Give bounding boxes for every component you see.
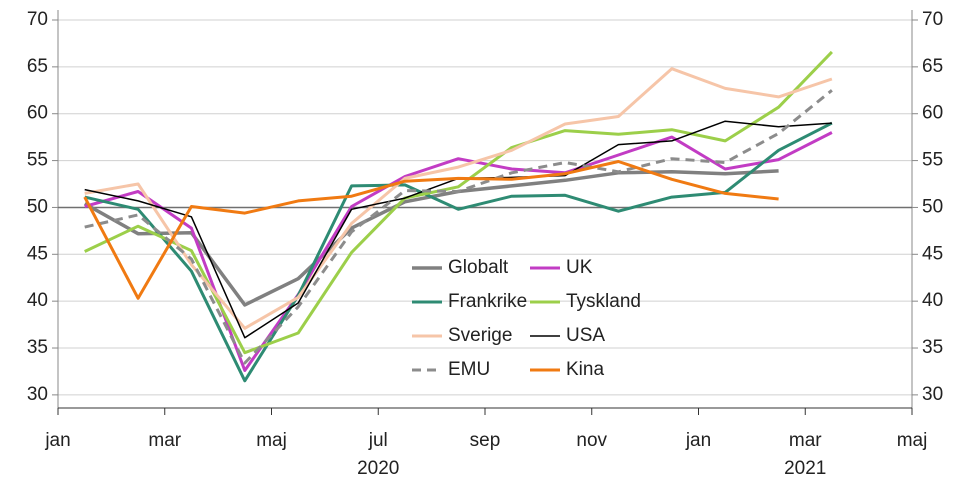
series-line xyxy=(84,67,833,330)
y2-tick-label: 50 xyxy=(922,196,943,217)
y2-tick-label: 60 xyxy=(922,103,943,124)
y2-tick-label: 30 xyxy=(922,384,943,405)
legend-label: Frankrike xyxy=(448,291,527,312)
x-tick-label: nov xyxy=(576,430,607,451)
legend-label: UK xyxy=(566,257,593,278)
y-tick-label: 60 xyxy=(27,103,48,124)
y-tick-label: 40 xyxy=(27,290,48,311)
x-group-label: 2021 xyxy=(784,458,826,479)
x-tick-label: jan xyxy=(44,430,70,451)
x-tick-label: maj xyxy=(256,430,287,451)
y-tick-label: 65 xyxy=(27,56,48,77)
x-tick-label: mar xyxy=(148,430,181,451)
legend-label: USA xyxy=(566,325,605,346)
legend-label: Tyskland xyxy=(566,291,641,312)
x-tick-label: maj xyxy=(897,430,928,451)
x-tick-label: mar xyxy=(789,430,822,451)
x-tick-label: sep xyxy=(470,430,501,451)
legend-label: Sverige xyxy=(448,325,512,346)
x-tick-label: jan xyxy=(685,430,711,451)
y2-tick-label: 40 xyxy=(922,290,943,311)
series-line xyxy=(84,89,833,365)
series-line xyxy=(84,121,833,383)
y-tick-label: 35 xyxy=(27,337,48,358)
y2-tick-label: 45 xyxy=(922,243,943,264)
x-group-label: 2020 xyxy=(357,458,399,479)
y-tick-label: 50 xyxy=(27,196,48,217)
series-line xyxy=(84,131,833,372)
y-tick-label: 30 xyxy=(27,384,48,405)
y-tick-label: 70 xyxy=(27,9,48,30)
y2-tick-label: 55 xyxy=(922,150,943,171)
y-tick-label: 45 xyxy=(27,243,48,264)
y2-tick-label: 35 xyxy=(922,337,943,358)
y2-tick-label: 70 xyxy=(922,9,943,30)
legend-label: Kina xyxy=(566,359,604,380)
y-tick-label: 55 xyxy=(27,150,48,171)
x-tick-label: jul xyxy=(368,430,388,451)
legend-label: Globalt xyxy=(448,257,509,278)
legend-label: EMU xyxy=(448,359,490,380)
series-line xyxy=(83,160,779,300)
y2-tick-label: 65 xyxy=(922,56,943,77)
